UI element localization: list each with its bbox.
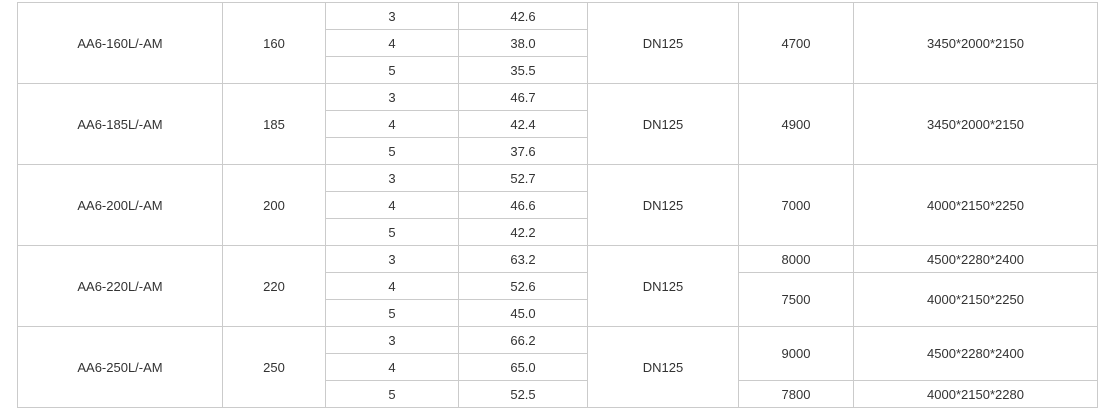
value-cell: 65.0	[458, 353, 588, 381]
pole-cell: 3	[325, 245, 459, 273]
power-cell: 160	[222, 2, 326, 84]
value-cell: 42.4	[458, 110, 588, 138]
value-cell: 46.7	[458, 83, 588, 111]
dimensions-cell: 4500*2280*2400	[853, 245, 1098, 273]
table-row: AA6-250L/-AM 250 3 66.2 DN125 9000 4500*…	[17, 326, 1098, 408]
table-row: AA6-220L/-AM 220 3 63.2 DN125 8000 4500*…	[17, 245, 1098, 327]
weight-cell: 8000	[738, 245, 854, 273]
model-cell: AA6-250L/-AM	[17, 326, 223, 408]
value-cell: 52.6	[458, 272, 588, 300]
value-cell: 66.2	[458, 326, 588, 354]
pole-cell: 5	[325, 380, 459, 408]
value-cell: 63.2	[458, 245, 588, 273]
pole-cell: 5	[325, 218, 459, 246]
model-cell: AA6-185L/-AM	[17, 83, 223, 165]
model-cell: AA6-220L/-AM	[17, 245, 223, 327]
value-cell: 42.6	[458, 2, 588, 30]
weight-cell: 7800	[738, 380, 854, 408]
weight-cell: 7500	[738, 272, 854, 327]
pole-cell: 3	[325, 83, 459, 111]
table-row: 5 35.5	[18, 56, 1098, 84]
power-cell: 250	[222, 326, 326, 408]
outlet-cell: DN125	[587, 83, 739, 165]
table-row: 5 42.2	[18, 218, 1098, 246]
table-row: AA6-185L/-AM 185 3 46.7 DN125 4900 3450*…	[17, 83, 1098, 165]
dimensions-cell: 3450*2000*2150	[853, 2, 1098, 84]
value-cell: 52.7	[458, 164, 588, 192]
table-row: 5 37.6	[18, 137, 1098, 165]
value-cell: 37.6	[458, 137, 588, 165]
model-cell: AA6-200L/-AM	[17, 164, 223, 246]
weight-cell: 7000	[738, 164, 854, 246]
spec-table: AA6-160L/-AM 160 3 42.6 DN125 4700 3450*…	[17, 2, 1098, 408]
pole-cell: 4	[325, 29, 459, 57]
table-row: AA6-200L/-AM 200 3 52.7 DN125 7000 4000*…	[17, 164, 1098, 246]
value-cell: 46.6	[458, 191, 588, 219]
pole-cell: 5	[325, 56, 459, 84]
model-cell: AA6-160L/-AM	[17, 2, 223, 84]
power-cell: 220	[222, 245, 326, 327]
weight-cell: 4700	[738, 2, 854, 84]
outlet-cell: DN125	[587, 2, 739, 84]
power-cell: 185	[222, 83, 326, 165]
outlet-cell: DN125	[587, 245, 739, 327]
outlet-cell: DN125	[587, 326, 739, 408]
dimensions-cell: 3450*2000*2150	[853, 83, 1098, 165]
weight-cell: 4900	[738, 83, 854, 165]
table-row: AA6-160L/-AM 160 3 42.6 DN125 4700 3450*…	[17, 2, 1098, 84]
pole-cell: 4	[325, 191, 459, 219]
table-row: 4 52.6 7500 4000*2150*2250	[18, 272, 1098, 327]
pole-cell: 5	[325, 299, 459, 327]
pole-cell: 4	[325, 353, 459, 381]
weight-cell: 9000	[738, 326, 854, 381]
value-cell: 45.0	[458, 299, 588, 327]
outlet-cell: DN125	[587, 164, 739, 246]
dimensions-cell: 4500*2280*2400	[853, 326, 1098, 381]
power-cell: 200	[222, 164, 326, 246]
value-cell: 42.2	[458, 218, 588, 246]
pole-cell: 3	[325, 164, 459, 192]
value-cell: 52.5	[458, 380, 588, 408]
pole-cell: 4	[325, 110, 459, 138]
value-cell: 38.0	[458, 29, 588, 57]
dimensions-cell: 4000*2150*2250	[853, 164, 1098, 246]
table-row: 4 42.4	[18, 110, 1098, 138]
dimensions-cell: 4000*2150*2280	[853, 380, 1098, 408]
pole-cell: 4	[325, 272, 459, 300]
pole-cell: 3	[325, 2, 459, 30]
table-row: 5 52.5 7800 4000*2150*2280	[18, 380, 1098, 408]
value-cell: 35.5	[458, 56, 588, 84]
pole-cell: 5	[325, 137, 459, 165]
pole-cell: 3	[325, 326, 459, 354]
table-row: 4 46.6	[18, 191, 1098, 219]
dimensions-cell: 4000*2150*2250	[853, 272, 1098, 327]
